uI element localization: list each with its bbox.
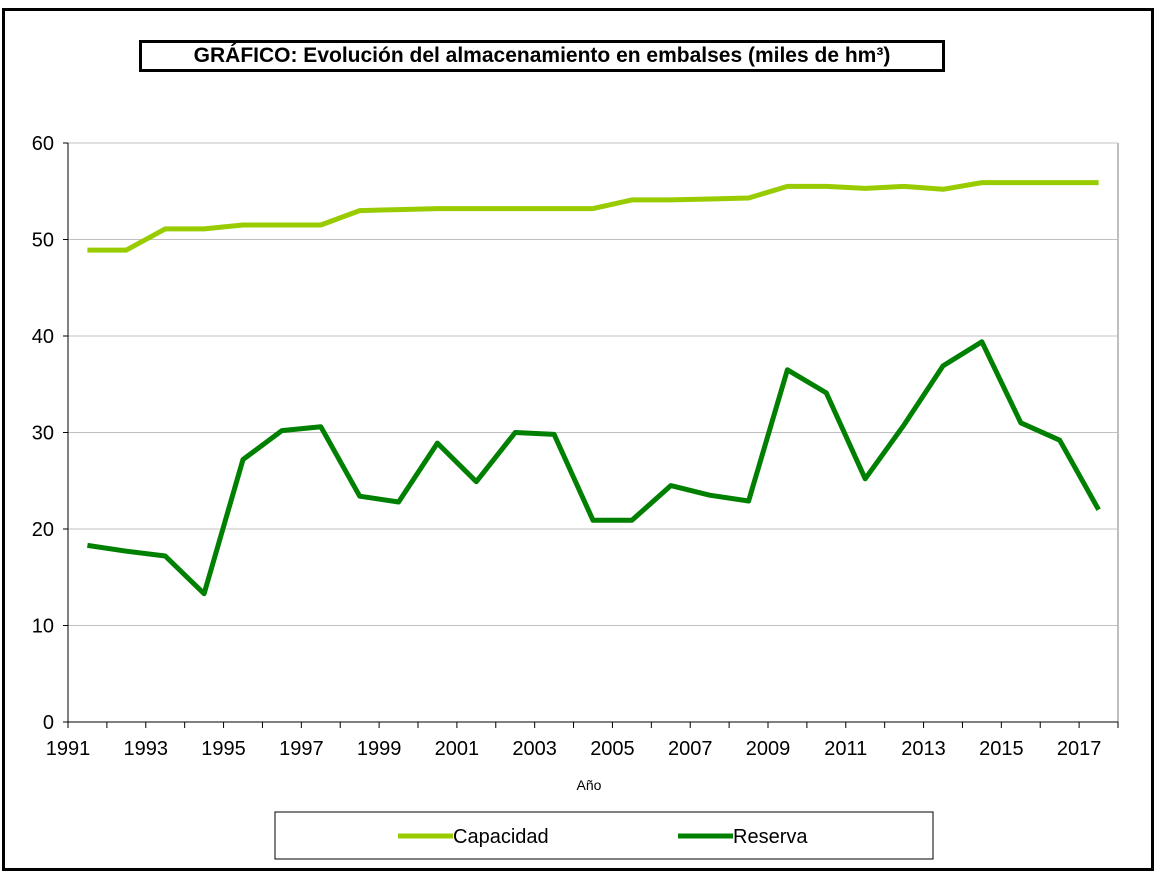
axes-layer — [63, 142, 1119, 728]
legend: Capacidad Reserva — [274, 811, 934, 860]
legend-label-reserva: Reserva — [733, 826, 808, 848]
x-tick-label: 1991 — [46, 738, 91, 760]
x-axis-title: Año — [577, 777, 602, 793]
x-tick-label: 1999 — [357, 738, 402, 760]
x-tick-label: 2009 — [746, 738, 791, 760]
x-tick-label: 1997 — [279, 738, 324, 760]
x-tick-label: 2001 — [435, 738, 480, 760]
series-layer — [87, 180, 1101, 597]
series-line-reserva — [87, 339, 1101, 597]
y-tick-label: 40 — [32, 326, 54, 348]
y-tick-label: 60 — [32, 133, 54, 155]
x-tick-label: 2003 — [512, 738, 557, 760]
x-tick-label: 2013 — [901, 738, 946, 760]
x-tick-label: 2017 — [1057, 738, 1102, 760]
y-tick-label: 0 — [43, 712, 54, 734]
x-tick-label: 2011 — [824, 738, 867, 760]
legend-label-capacidad: Capacidad — [453, 826, 549, 848]
x-tick-label: 1995 — [201, 738, 246, 760]
y-tick-label: 20 — [32, 519, 54, 541]
x-tick-label: 2005 — [590, 738, 635, 760]
x-tick-label: 1993 — [124, 738, 169, 760]
labels-layer: 0 10 20 30 40 50 60 1991 1993 1995 1997 1999 2001 200… — [32, 133, 1102, 760]
x-tick-label: 2007 — [668, 738, 713, 760]
series-line-capacidad — [87, 180, 1099, 253]
y-tick-label: 30 — [32, 423, 54, 445]
legend-box — [274, 811, 934, 860]
chart-title: GRÁFICO: Evolución del almacenamiento en… — [139, 40, 945, 72]
y-tick-label: 50 — [32, 230, 54, 252]
x-tick-label: 2015 — [979, 738, 1024, 760]
grid-layer — [68, 142, 1119, 722]
y-tick-label: 10 — [32, 616, 54, 638]
